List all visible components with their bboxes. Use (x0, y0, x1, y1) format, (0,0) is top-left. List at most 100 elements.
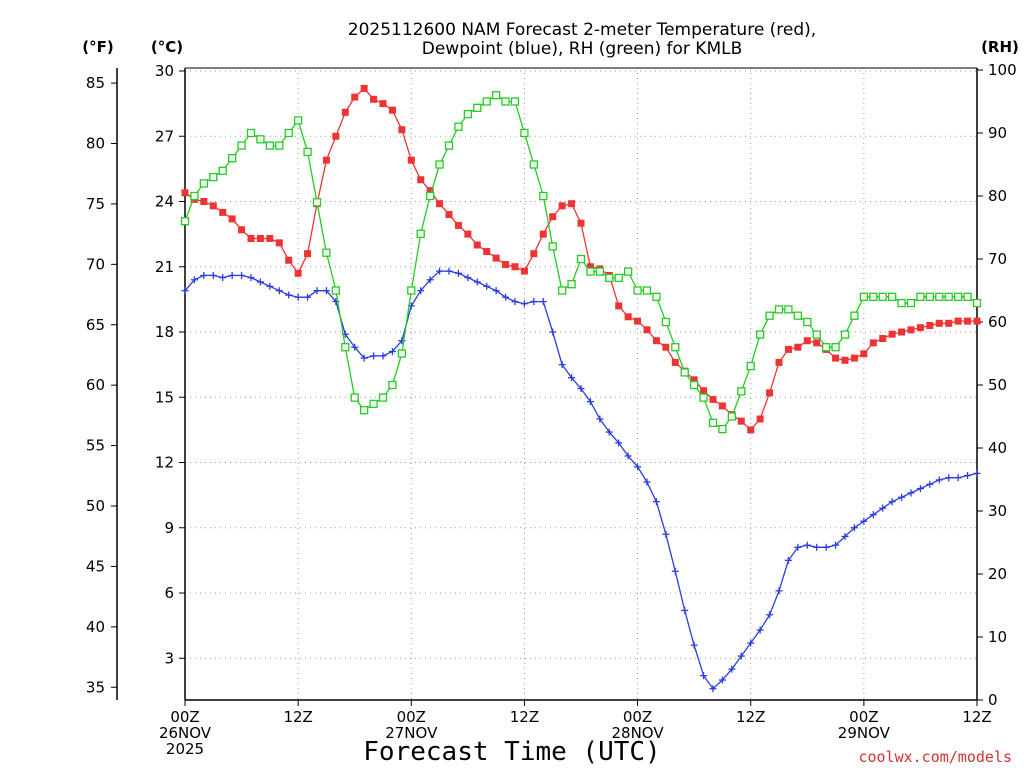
dewpoint-point (728, 665, 736, 673)
rh-point (444, 141, 454, 150)
rh-point (350, 393, 359, 402)
rh-point (369, 399, 378, 409)
temperature-point (766, 389, 774, 397)
temperature-point (926, 321, 934, 329)
rh-unit-label: (RH) (981, 38, 1019, 56)
rh-point (425, 191, 435, 201)
temperature-point (285, 256, 293, 264)
rh-tick-label: 100 (988, 61, 1017, 79)
dewpoint-point (964, 472, 972, 480)
rh-point (227, 154, 237, 163)
dewpoint-point (370, 352, 378, 360)
time-tick-label-line: 00Z (397, 708, 426, 726)
temperature-point (304, 250, 312, 258)
celsius-tick-label: 9 (164, 519, 174, 537)
dewpoint-point (615, 439, 623, 447)
temperature-point (200, 198, 208, 205)
temperature-point (445, 211, 453, 219)
fahrenheit-tick-label: 60 (86, 376, 105, 394)
temperature-point (643, 326, 651, 334)
temperature-point (549, 213, 557, 221)
temperature-point (483, 248, 491, 256)
temperature-point (256, 234, 264, 242)
rh-point (925, 292, 935, 301)
temperature-point (671, 358, 679, 366)
rh-point (699, 393, 708, 402)
rh-point (614, 273, 623, 283)
rh-point (199, 179, 209, 188)
time-tick-label: 12Z (510, 708, 539, 726)
celsius-tick-label: 12 (155, 454, 174, 472)
time-tick-label-line: 2025 (166, 740, 204, 758)
temperature-point (520, 267, 528, 275)
series-temperature (181, 84, 981, 434)
fahrenheit-tick-label: 55 (86, 437, 105, 455)
temperature-point (803, 337, 811, 345)
temperature-point (954, 317, 962, 325)
temperature-point (737, 417, 745, 425)
dewpoint-point (586, 398, 594, 406)
rh-point (529, 160, 539, 169)
temperature-point (964, 317, 972, 325)
dewpoint-point (888, 498, 896, 506)
dewpoint-point (671, 567, 679, 575)
temperature-point (586, 263, 594, 271)
dewpoint-point (794, 543, 802, 551)
time-tick-label: 00Z 27NOV (385, 708, 438, 742)
dewpoint-point (190, 276, 198, 284)
temperature-point (322, 156, 330, 164)
temperature-point (775, 358, 783, 366)
rh-point (897, 298, 906, 308)
rh-point (727, 412, 737, 421)
dewpoint-point (275, 287, 283, 295)
dewpoint-point (426, 276, 434, 284)
dewpoint-point (181, 287, 189, 295)
dewpoint-point (379, 352, 387, 360)
dewpoint-point (568, 374, 576, 382)
temperature-point (502, 261, 510, 269)
time-tick-label-line: 12Z (736, 708, 765, 726)
temperature-point (407, 156, 415, 164)
dewpoint-point (775, 587, 783, 595)
fahrenheit-tick-label: 50 (86, 497, 105, 515)
dewpoint-point (973, 469, 981, 477)
dewpoint-point (483, 282, 491, 290)
rh-point (718, 424, 727, 434)
temperature-point (709, 395, 717, 403)
rh-point (803, 317, 812, 327)
rh-point (463, 109, 473, 119)
time-tick-label: 12Z (283, 708, 312, 726)
dewpoint-point (822, 543, 830, 551)
dewpoint-point (200, 271, 208, 279)
rh-point (869, 292, 878, 301)
rh-point (180, 217, 190, 226)
rh-point (331, 286, 341, 295)
fahrenheit-tick-label: 75 (86, 195, 105, 213)
dewpoint-point (907, 489, 915, 497)
dewpoint-point (247, 274, 255, 282)
fahrenheit-tick-label: 45 (86, 557, 105, 575)
temperature-point (238, 226, 246, 234)
tick-labels: 3 6 9 12 15 18 21 24 27 30 35 40 45 50 55 60 65 70 75 80 85 0… (86, 61, 1017, 758)
temperature-point (832, 354, 840, 362)
temperature-point (916, 324, 924, 332)
rh-point (576, 254, 586, 264)
rh-point (284, 128, 293, 138)
temperature-point (426, 187, 434, 195)
temperature-point (417, 176, 425, 184)
rh-point (246, 128, 256, 138)
rh-point (916, 292, 925, 301)
temperature-point (860, 350, 868, 358)
rh-point (840, 330, 850, 339)
temperature-point (209, 202, 217, 210)
dewpoint-point (473, 278, 481, 286)
x-axis-label: Forecast Time (UTC) (363, 737, 660, 767)
dewpoint-point (360, 354, 368, 362)
rh-point (652, 292, 661, 301)
dewpoint-point (313, 287, 321, 295)
temperature-point (473, 241, 481, 249)
dewpoint-point (690, 641, 698, 649)
dewpoint-point (643, 478, 651, 486)
celsius-tick-label: 15 (155, 388, 174, 406)
